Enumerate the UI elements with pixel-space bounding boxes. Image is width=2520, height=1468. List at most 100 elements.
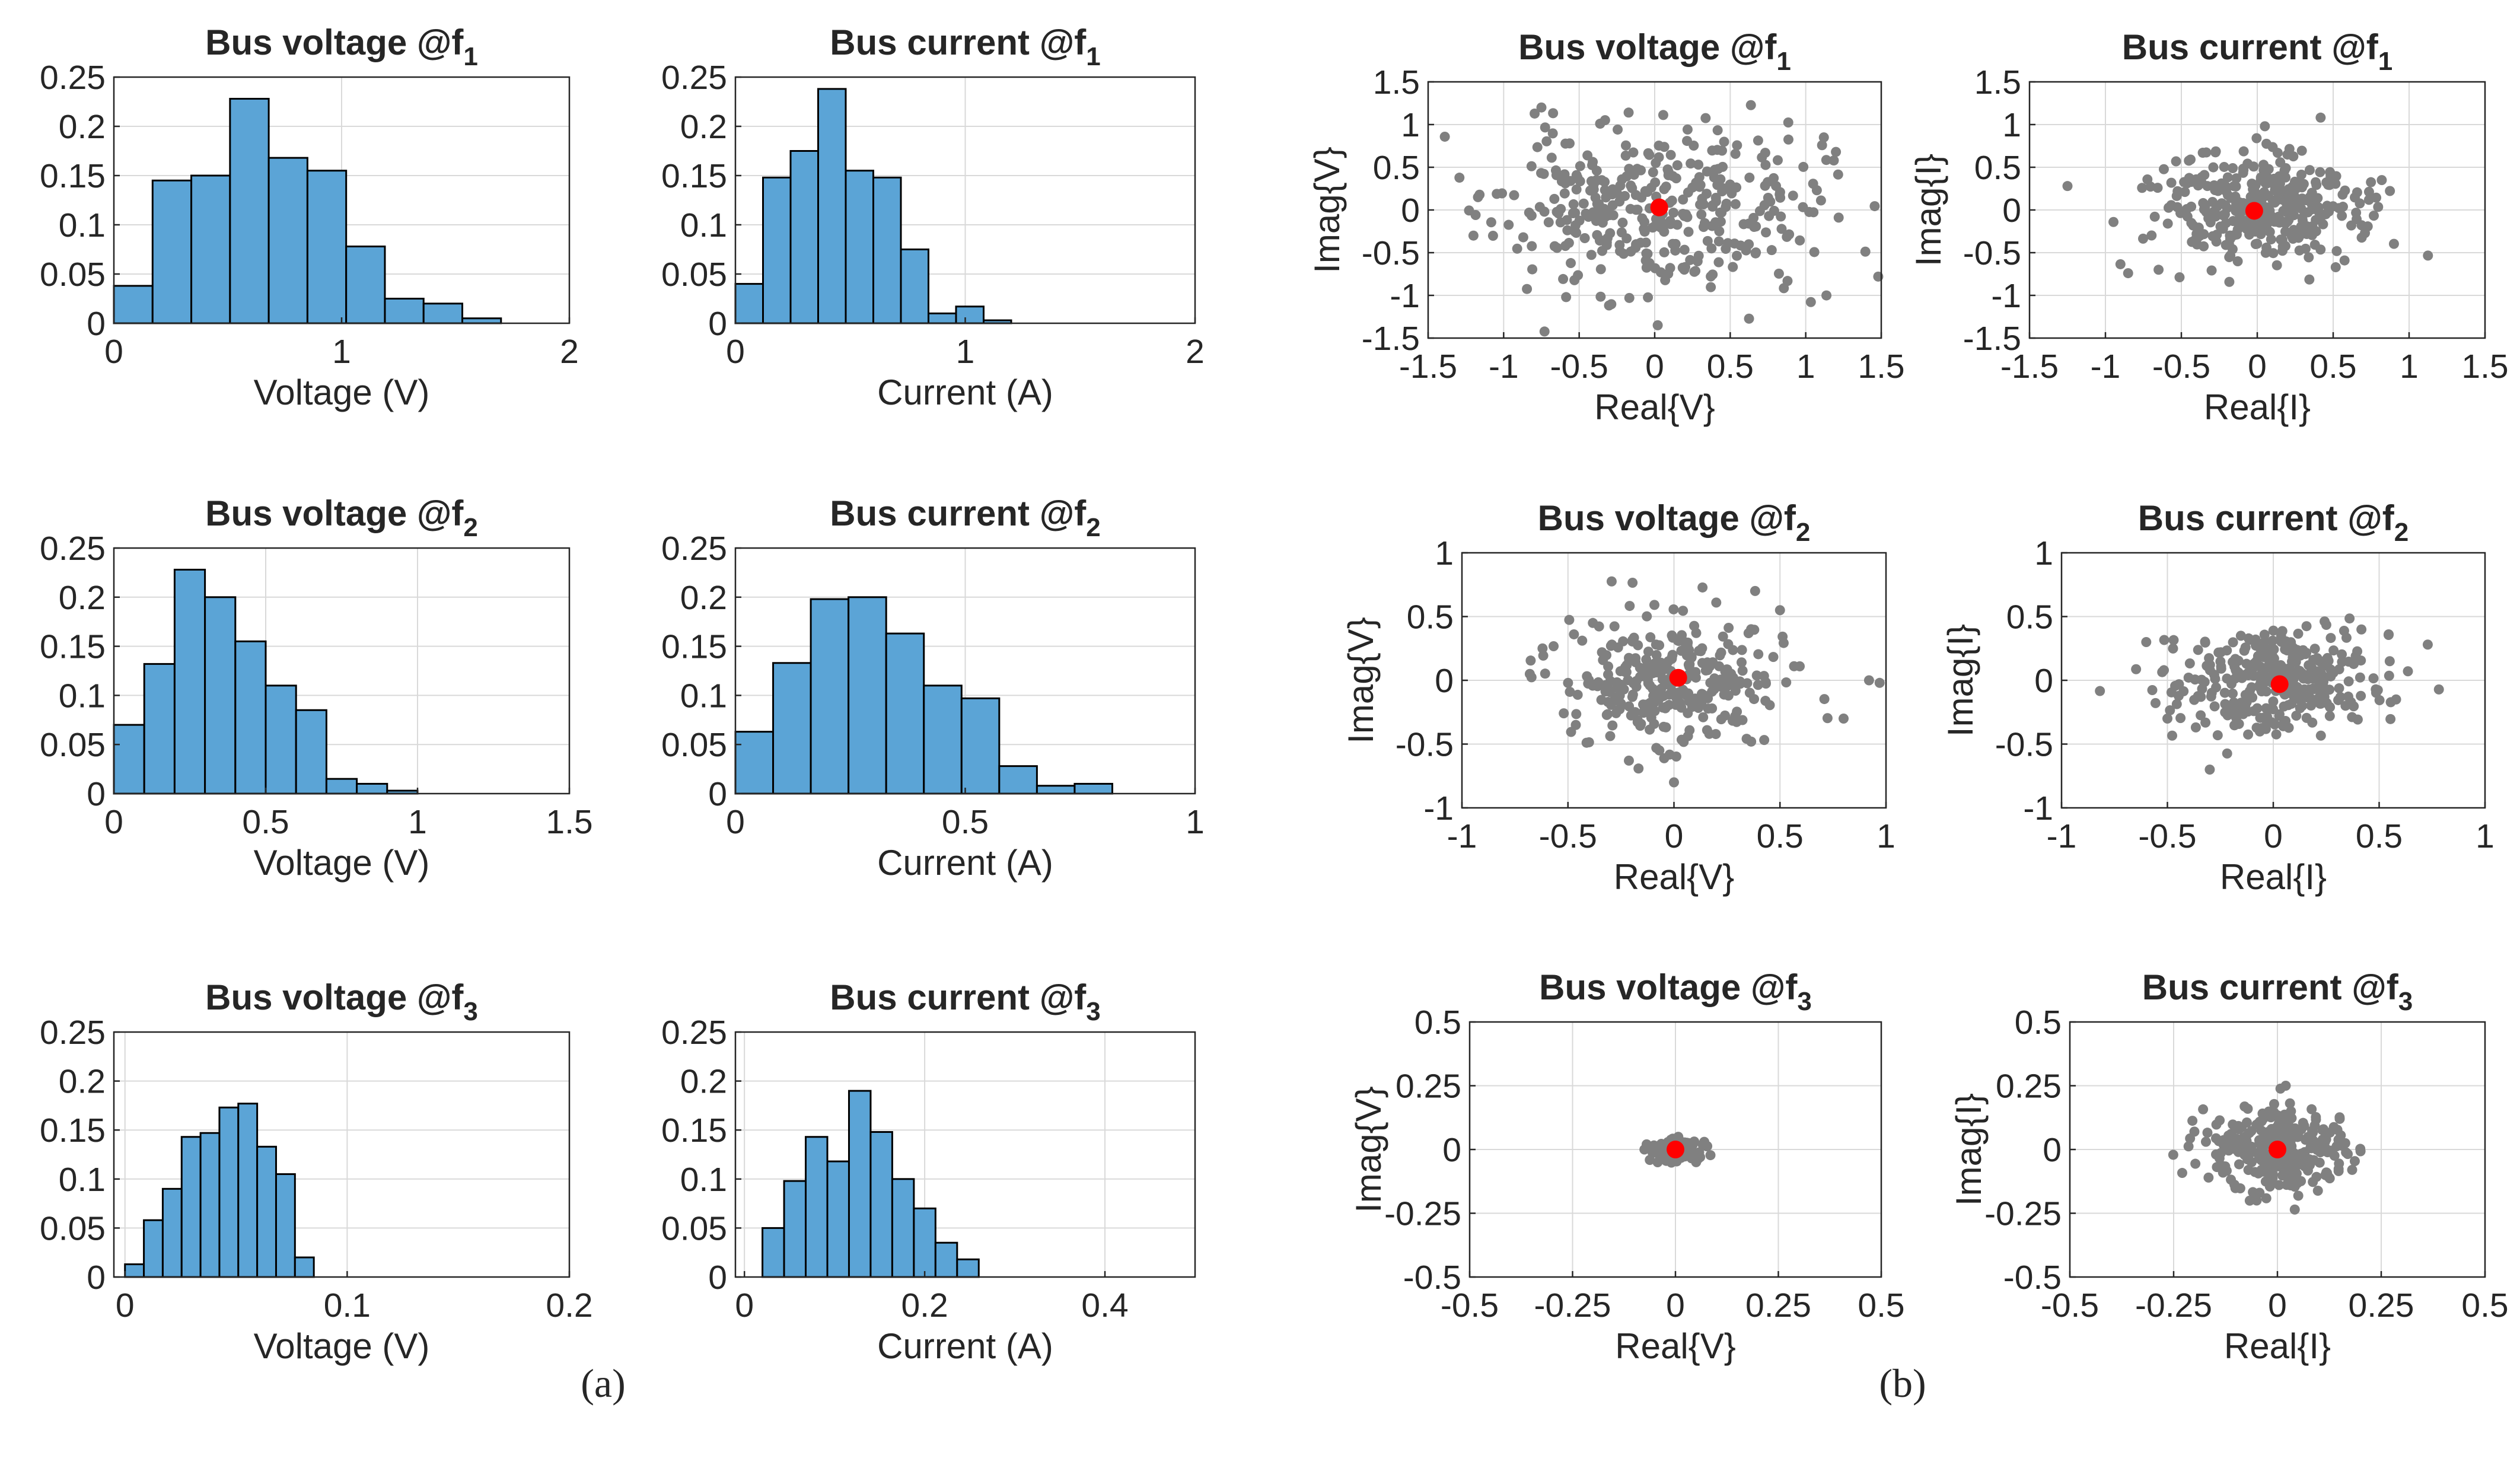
x-tick-label: -1 bbox=[2047, 817, 2077, 855]
scatter-point bbox=[1611, 677, 1622, 687]
scatter-point bbox=[1737, 657, 1747, 668]
histogram-bar bbox=[885, 632, 925, 795]
x-tick-label: 1.5 bbox=[1858, 348, 1904, 386]
chart-title-subscript: 2 bbox=[1796, 518, 1810, 547]
scatter-point bbox=[2304, 252, 2314, 263]
scatter-point bbox=[2158, 164, 2169, 174]
histogram-bar bbox=[234, 640, 267, 795]
chart-title-main: Bus current @f bbox=[830, 977, 1087, 1017]
scatter-point bbox=[2189, 695, 2200, 705]
x-tick-label: 1 bbox=[1796, 348, 1815, 386]
scatter-point bbox=[1700, 219, 1710, 230]
scatter-point bbox=[1657, 674, 1668, 684]
scatter-point bbox=[1564, 614, 1575, 625]
scatter-point bbox=[2228, 637, 2238, 648]
scatter-point bbox=[1777, 631, 1788, 642]
scatter-point bbox=[2232, 256, 2243, 267]
scatter-point bbox=[2215, 221, 2226, 232]
scatter-point bbox=[1693, 160, 1704, 170]
scatter-point bbox=[1753, 649, 1764, 660]
scatter-point bbox=[2328, 1122, 2339, 1132]
scatter-point bbox=[2231, 1122, 2242, 1132]
scatter-point bbox=[2228, 697, 2239, 708]
y-tick-label: 0.1 bbox=[680, 677, 727, 715]
scatter-point bbox=[1541, 136, 1552, 147]
y-tick-label: 0 bbox=[708, 305, 727, 343]
scatter-point bbox=[1540, 122, 1550, 133]
scatter-point bbox=[1492, 189, 1502, 199]
scatter-point bbox=[2165, 705, 2175, 716]
scatter-point bbox=[1569, 629, 1579, 639]
x-tick-label: -1 bbox=[2091, 348, 2121, 386]
scatter-point bbox=[2308, 1177, 2318, 1187]
scatter-point bbox=[1614, 704, 1625, 715]
scatter-point bbox=[2308, 654, 2319, 665]
scatter-point bbox=[2352, 714, 2363, 725]
histogram-bar bbox=[817, 88, 847, 324]
scatter-point bbox=[2229, 1179, 2240, 1190]
scatter-point bbox=[1702, 189, 1712, 199]
scatter-point bbox=[2331, 246, 2342, 256]
x-axis-label: Real{V} bbox=[1615, 1326, 1736, 1366]
scatter-point bbox=[1732, 250, 1742, 261]
histogram-bar bbox=[180, 1136, 202, 1278]
mean-point bbox=[1669, 668, 1687, 687]
scatter-point bbox=[1624, 755, 1635, 766]
scatter-point bbox=[1604, 300, 1614, 311]
x-tick-label: 2 bbox=[1186, 333, 1205, 371]
scatter-point bbox=[1682, 1147, 1693, 1157]
y-tick-label: 0 bbox=[87, 775, 106, 813]
scatter-point bbox=[1730, 199, 1741, 209]
scatter-point bbox=[2283, 700, 2293, 711]
x-axis-label: Real{V} bbox=[1594, 387, 1715, 427]
scatter-point bbox=[2296, 203, 2306, 214]
y-tick-label: 1 bbox=[2002, 106, 2021, 144]
scatter-point bbox=[2218, 1167, 2228, 1178]
y-tick-label: 0 bbox=[87, 1259, 106, 1297]
scatter-point bbox=[1658, 110, 1668, 120]
scatter-point bbox=[2372, 685, 2383, 696]
y-tick-label: 0.2 bbox=[59, 1063, 106, 1101]
scatter-point bbox=[1532, 142, 1543, 152]
scatter-point bbox=[2324, 711, 2335, 721]
scatter-point bbox=[1645, 1155, 1655, 1166]
y-axis-label: Imag{V} bbox=[1307, 147, 1347, 273]
scatter-point bbox=[2242, 158, 2253, 169]
scatter-point bbox=[2168, 643, 2178, 654]
scatter-point bbox=[2306, 700, 2317, 711]
scatter-point bbox=[2204, 765, 2215, 775]
scatter-point bbox=[1738, 219, 1749, 230]
x-tick-label: 0.2 bbox=[901, 1287, 948, 1324]
scatter-point bbox=[1572, 689, 1583, 700]
histogram-bar bbox=[783, 1180, 807, 1278]
scatter-point bbox=[2304, 1160, 2315, 1170]
scatter-point bbox=[2240, 642, 2251, 653]
histogram-bar bbox=[1073, 782, 1113, 795]
scatter-point bbox=[2299, 1120, 2309, 1131]
scatter-point bbox=[1596, 695, 1607, 705]
scatter-point bbox=[2293, 628, 2304, 639]
scatter-point bbox=[2349, 701, 2359, 712]
scatter-point bbox=[1524, 208, 1534, 218]
scatter-point bbox=[1699, 1136, 1710, 1147]
scatter-point bbox=[2209, 701, 2220, 712]
scatter-point bbox=[2352, 187, 2362, 198]
scatter-point bbox=[2306, 187, 2317, 198]
scatter-point bbox=[1632, 164, 1643, 174]
scatter-point bbox=[2368, 673, 2379, 684]
scatter-point bbox=[1670, 245, 1681, 256]
chart-title: Bus voltage @f2 bbox=[1538, 498, 1811, 547]
scatter-point bbox=[1601, 192, 1611, 203]
scatter-point bbox=[1522, 284, 1533, 294]
scatter-point bbox=[1749, 694, 1760, 705]
x-tick-label: 0.2 bbox=[546, 1287, 592, 1324]
histogram-bar bbox=[845, 170, 874, 324]
scatter-point bbox=[2325, 633, 2336, 644]
scatter-point bbox=[1543, 217, 1554, 228]
y-tick-label: -1 bbox=[1390, 277, 1420, 315]
scatter-point bbox=[2309, 644, 2320, 654]
scatter-point bbox=[2190, 1158, 2201, 1169]
scatter-point bbox=[2187, 1116, 2198, 1126]
scatter-point bbox=[2269, 653, 2279, 664]
scatter-point bbox=[1624, 292, 1635, 303]
